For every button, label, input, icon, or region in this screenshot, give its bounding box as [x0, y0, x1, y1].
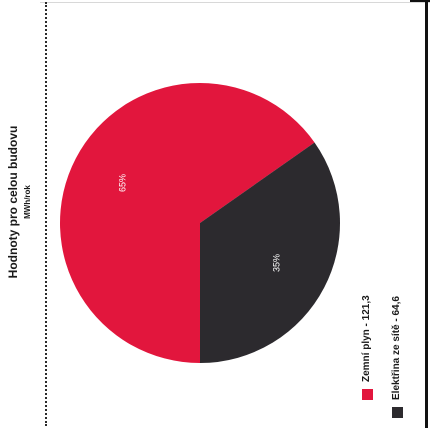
legend-item-0: Zemní plyn - 121,3: [361, 295, 373, 400]
pie-slices: [59, 82, 340, 364]
pie-slice-0: [59, 82, 315, 364]
legend-item-1: Elektřina ze sítě - 64,6: [391, 296, 403, 418]
legend-label-0: Zemní plyn - 121,3: [361, 295, 372, 382]
pie-slice-labels: 65% 35%: [117, 174, 281, 272]
pie-slice-label-1: 35%: [271, 254, 281, 272]
legend-swatch-1: [391, 407, 403, 418]
pie-slice-1: [200, 142, 340, 363]
title-divider: [45, 2, 47, 426]
pie-slice-label-0: 65%: [117, 174, 127, 192]
legend-label-1: Elektřina ze sítě - 64,6: [391, 296, 402, 400]
legend-swatch-0: [361, 389, 373, 400]
frame-top-line: [40, 2, 430, 3]
frame-right-border: [425, 0, 428, 428]
frame-corner: [410, 0, 430, 2]
